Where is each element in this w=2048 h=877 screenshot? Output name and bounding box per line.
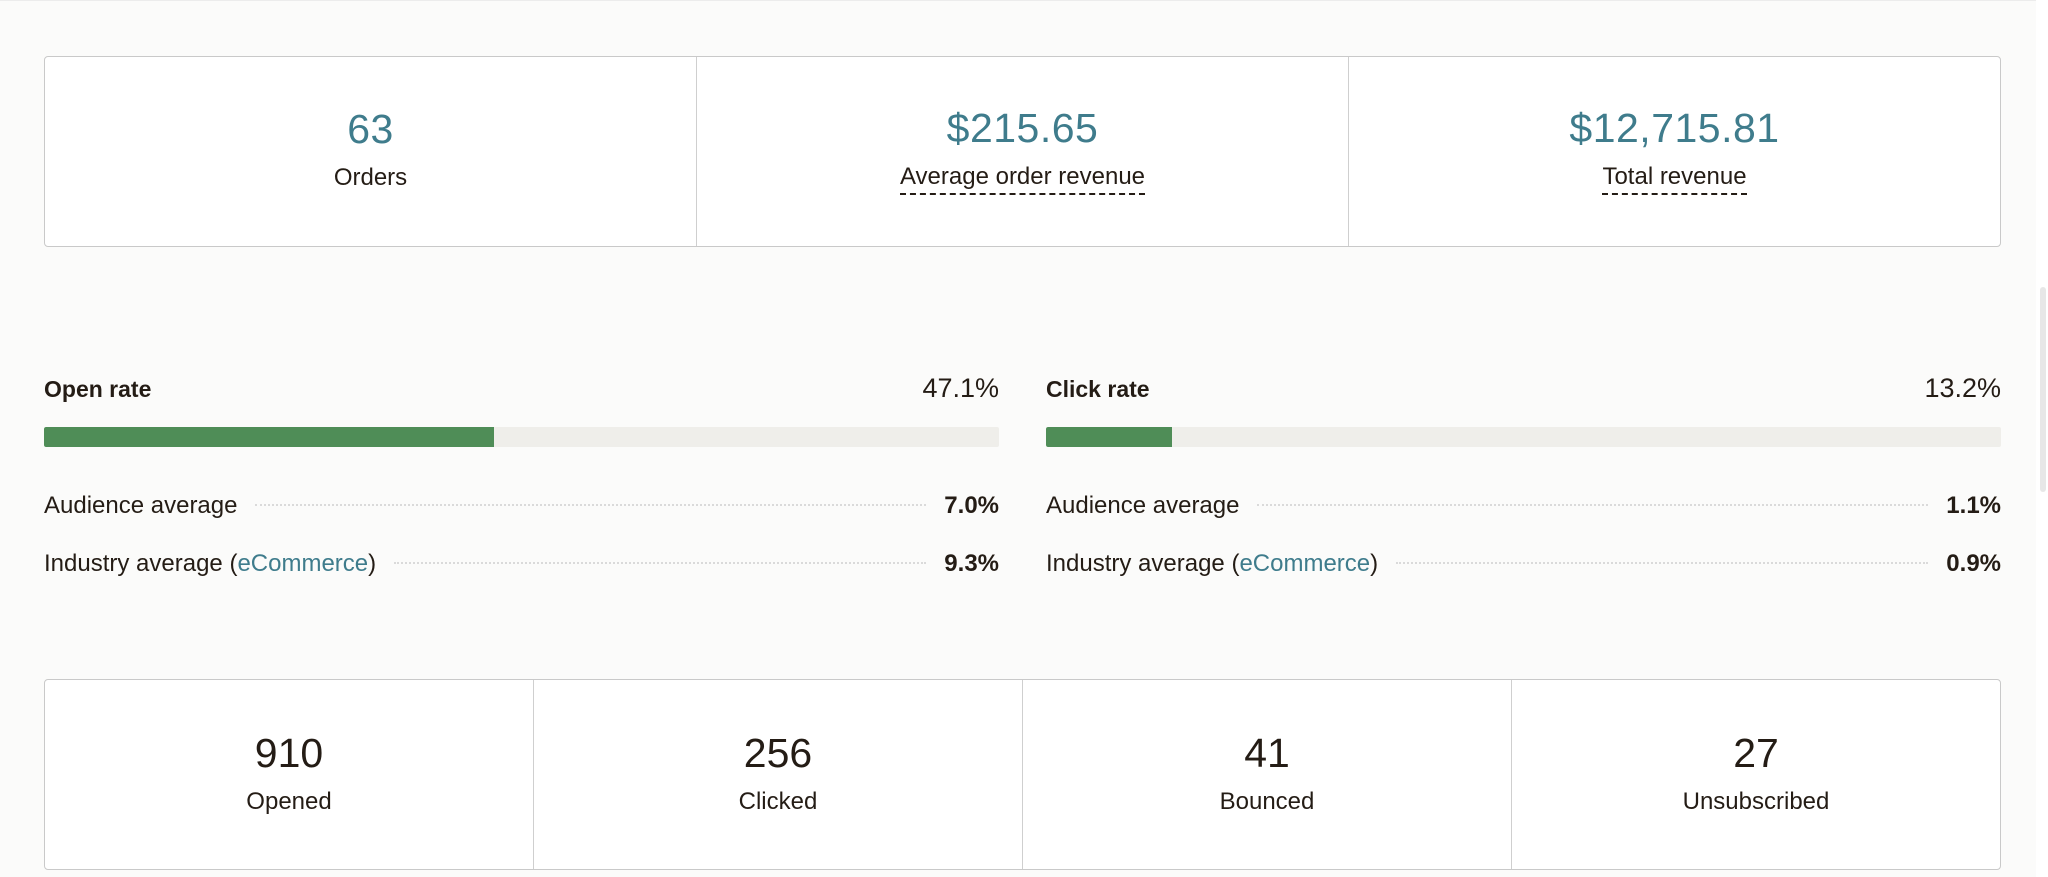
dotted-leader (255, 504, 927, 506)
unsubscribed-label: Unsubscribed (1682, 787, 1830, 815)
average-order-revenue-tooltip-trigger[interactable]: Average order revenue (899, 163, 1146, 196)
unsubscribed-value: 27 (1733, 729, 1779, 776)
open-rate-bar (44, 427, 999, 447)
bounced-stat: 41 Bounced (1022, 680, 1511, 869)
click-industry-average-label: Industry average (eCommerce) (1046, 535, 1378, 593)
total-revenue-tooltip-trigger[interactable]: Total revenue (1602, 163, 1747, 196)
industry-label-suffix: ) (1370, 550, 1379, 577)
click-audience-average-value: 1.1% (1946, 492, 2001, 519)
click-rate-value: 13.2% (1924, 373, 2001, 403)
open-industry-average-label: Industry average (eCommerce) (44, 535, 376, 593)
orders-stat: 63 Orders (45, 57, 696, 246)
clicked-value: 256 (743, 729, 813, 776)
open-rate-bar-fill (44, 427, 494, 447)
dotted-leader (394, 562, 927, 564)
opened-label: Opened (246, 787, 332, 815)
open-audience-average-row: Audience average 7.0% (44, 477, 999, 535)
industry-label-prefix: Industry average ( (44, 550, 238, 577)
orders-value: 63 (347, 105, 394, 152)
open-audience-average-label: Audience average (44, 492, 238, 519)
bounced-label: Bounced (1219, 787, 1315, 815)
click-rate-section: Click rate 13.2% Audience average 1.1% I… (1046, 373, 2001, 593)
click-audience-average-row: Audience average 1.1% (1046, 477, 2001, 535)
bounced-value: 41 (1244, 729, 1290, 776)
open-rate-title: Open rate (44, 376, 152, 402)
click-rate-title: Click rate (1046, 376, 1150, 402)
click-rate-header: Click rate 13.2% (1046, 373, 2001, 407)
click-industry-ecommerce-link[interactable]: eCommerce (1239, 550, 1371, 577)
scrollbar-thumb[interactable] (2040, 287, 2046, 492)
click-industry-average-row: Industry average (eCommerce) 0.9% (1046, 535, 2001, 593)
open-rate-section: Open rate 47.1% Audience average 7.0% In… (44, 373, 999, 593)
click-audience-average-label: Audience average (1046, 492, 1240, 519)
revenue-stats-card: 63 Orders $215.65 Average order revenue … (44, 56, 2001, 247)
click-rate-bar-fill (1046, 427, 1173, 447)
open-industry-average-row: Industry average (eCommerce) 9.3% (44, 535, 999, 593)
average-order-revenue-value: $215.65 (946, 104, 1099, 151)
open-audience-average-value: 7.0% (944, 492, 999, 519)
clicked-label: Clicked (738, 787, 818, 815)
dotted-leader (1257, 504, 1929, 506)
click-rate-bar (1046, 427, 2001, 447)
page-scrollbar[interactable] (2036, 0, 2048, 877)
unsubscribed-stat: 27 Unsubscribed (1511, 680, 2000, 869)
open-industry-average-value: 9.3% (944, 550, 999, 577)
click-industry-average-value: 0.9% (1946, 550, 2001, 577)
open-rate-value: 47.1% (922, 373, 999, 403)
dotted-leader (1396, 562, 1929, 564)
orders-label: Orders (333, 163, 408, 191)
industry-label-suffix: ) (368, 550, 377, 577)
clicked-stat: 256 Clicked (533, 680, 1022, 869)
opened-value: 910 (254, 729, 324, 776)
engagement-stats-card: 910 Opened 256 Clicked 41 Bounced 27 Uns… (44, 679, 2001, 870)
open-industry-ecommerce-link[interactable]: eCommerce (237, 550, 369, 577)
total-revenue-stat: $12,715.81 Total revenue (1348, 57, 2000, 246)
industry-label-prefix: Industry average ( (1046, 550, 1240, 577)
average-order-revenue-stat: $215.65 Average order revenue (696, 57, 1348, 246)
opened-stat: 910 Opened (45, 680, 533, 869)
open-rate-header: Open rate 47.1% (44, 373, 999, 407)
total-revenue-value: $12,715.81 (1569, 104, 1780, 151)
